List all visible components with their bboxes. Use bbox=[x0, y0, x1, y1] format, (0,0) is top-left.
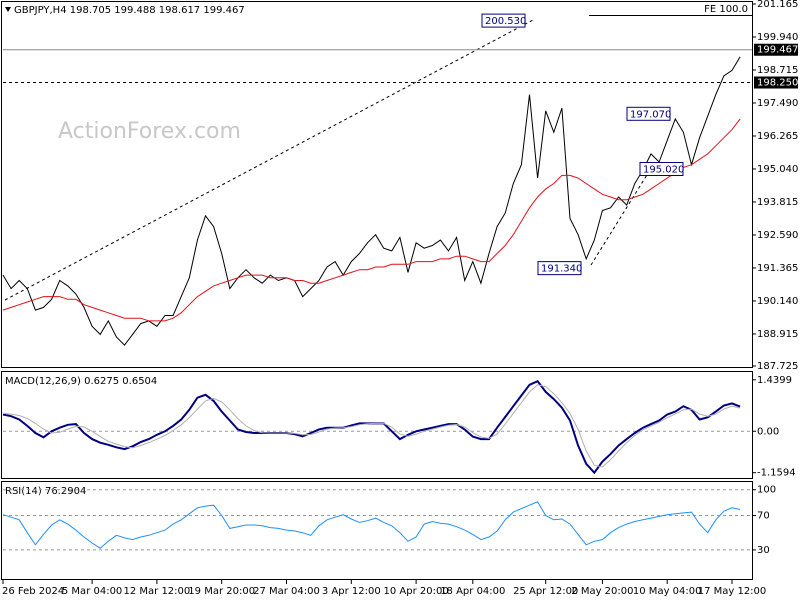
annotation-box bbox=[537, 261, 582, 276]
symbol-icon bbox=[5, 7, 11, 12]
trend-line bbox=[590, 169, 651, 266]
y-tick-label: 201.165 bbox=[757, 0, 798, 10]
annotation-box bbox=[639, 162, 684, 177]
y-tick-label: 0.00 bbox=[757, 426, 779, 437]
x-tick-label: 17 May 12:00 bbox=[698, 586, 767, 597]
y-tick-label: 192.590 bbox=[757, 230, 798, 241]
trend-line bbox=[4, 19, 534, 301]
y-tick-label: 100 bbox=[757, 485, 776, 496]
y-tick-label: 197.490 bbox=[757, 98, 798, 109]
x-tick-label: 19 Mar 20:00 bbox=[188, 586, 255, 597]
x-tick-label: 27 Mar 04:00 bbox=[253, 586, 320, 597]
x-tick-label: 10 Apr 20:00 bbox=[383, 586, 448, 597]
annotation-label: 200.530 bbox=[485, 16, 526, 27]
macd-title: MACD(12,26,9) 0.6275 0.6504 bbox=[5, 376, 157, 387]
y-tick-label: 195.040 bbox=[757, 164, 798, 175]
fe-label: FE 100.0 bbox=[704, 4, 748, 15]
price-panel-frame bbox=[1, 1, 753, 368]
annotation-box bbox=[481, 13, 526, 28]
x-tick-label: 3 Apr 12:00 bbox=[322, 586, 381, 597]
x-tick-label: 18 Apr 04:00 bbox=[440, 586, 505, 597]
x-tick-label: 2 May 20:00 bbox=[571, 586, 633, 597]
annotation-label: 191.340 bbox=[541, 264, 582, 275]
y-tick-label: 190.140 bbox=[757, 296, 798, 307]
watermark: ActionForex.com bbox=[58, 119, 241, 144]
y-tick-label: 191.365 bbox=[757, 263, 798, 274]
x-tick-label: 5 Mar 04:00 bbox=[62, 586, 122, 597]
y-tick-label: 199.940 bbox=[757, 32, 798, 43]
macd-panel-frame bbox=[1, 371, 753, 479]
chart-title: GBPJPY,H4 198.705 199.488 198.617 199.46… bbox=[14, 5, 245, 16]
y-tick-label: 1.4399 bbox=[757, 375, 792, 386]
price-label: 199.467 bbox=[757, 45, 798, 56]
series-line bbox=[2, 384, 741, 468]
price-label: 198.250 bbox=[757, 78, 798, 89]
series-line bbox=[2, 501, 741, 549]
y-tick-label: 70 bbox=[757, 511, 770, 522]
y-tick-label: 198.715 bbox=[757, 65, 798, 76]
price-label-box bbox=[754, 76, 798, 89]
annotation-box bbox=[626, 106, 671, 121]
annotation-label: 195.020 bbox=[643, 165, 684, 176]
x-tick-label: 12 Mar 12:00 bbox=[124, 586, 191, 597]
x-tick-label: 10 May 04:00 bbox=[633, 586, 702, 597]
x-tick-label: 25 Apr 12:00 bbox=[513, 586, 578, 597]
y-tick-label: 196.265 bbox=[757, 131, 798, 142]
series-line bbox=[2, 118, 741, 322]
y-tick-label: -1.1594 bbox=[757, 468, 796, 479]
y-tick-label: 187.725 bbox=[757, 361, 798, 372]
rsi-title: RSI(14) 76.2904 bbox=[5, 486, 86, 497]
y-tick-label: 30 bbox=[757, 545, 770, 556]
y-tick-label: 188.915 bbox=[757, 329, 798, 340]
y-tick-label: 193.815 bbox=[757, 197, 798, 208]
rsi-panel-frame bbox=[1, 481, 753, 580]
annotation-label: 197.070 bbox=[630, 109, 671, 120]
x-tick-label: 26 Feb 2024 bbox=[2, 586, 64, 597]
price-label-box bbox=[754, 43, 798, 56]
